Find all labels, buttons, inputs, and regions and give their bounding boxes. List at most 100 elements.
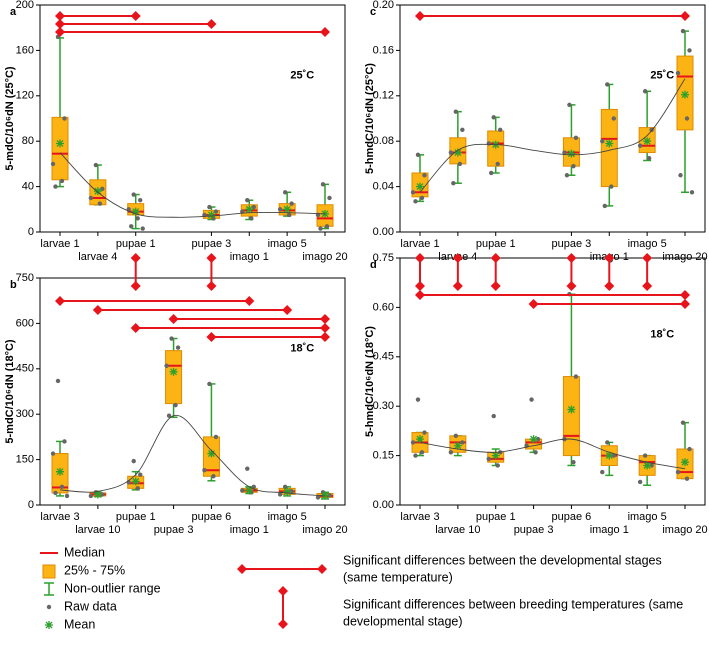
raw-point [642,453,648,458]
raw-point [324,224,330,229]
raw-point [169,336,174,341]
raw-point [491,115,496,120]
x-tick-label: larvae 3 [40,511,79,523]
raw-point [448,450,454,455]
raw-point [684,476,690,481]
x-tick-label: imago 5 [628,511,667,523]
raw-point [567,102,572,108]
y-tick-label: 0.20 [373,0,394,11]
x-tick-label: larvae 1 [400,238,439,250]
panel-letter: b [10,279,17,291]
raw-point [680,420,686,425]
temperature-arrow-end [642,253,653,263]
significance-end [244,296,255,306]
legend-mean-icon [45,621,53,629]
y-axis-label: 5-mdC/10⁶dN (18°C) [4,339,16,444]
raw-point [249,216,254,221]
raw-point [600,469,605,475]
y-tick-label: 80 [22,135,34,147]
raw-point [486,141,491,146]
y-tick-label: 600 [16,317,34,329]
raw-point [240,488,245,493]
raw-point [419,195,425,201]
raw-point [213,434,219,440]
legend-stage-text: (same temperature) [343,570,453,584]
significance-end [415,290,425,300]
legend-stage-text: Significant differences between the deve… [343,553,662,567]
x-tick-label: pupae 1 [116,511,156,523]
significance-end [55,19,65,29]
raw-point [448,150,454,155]
raw-point [100,186,105,192]
raw-point [422,173,427,178]
raw-point [131,458,136,464]
raw-point [410,190,416,195]
significance-end [130,11,141,21]
significance-end [282,305,293,315]
raw-point [637,143,643,148]
raw-point [245,198,250,203]
legend-label: 25% - 75% [64,563,125,577]
raw-point [687,48,692,53]
raw-point [642,89,648,94]
raw-point [680,28,686,34]
x-tick-label: imago 1 [230,251,269,263]
y-tick-label: 0.75 [373,252,394,264]
raw-point [129,224,134,229]
box [51,116,69,181]
raw-point [453,109,459,114]
x-tick-label: pupae 3 [154,524,194,536]
mean [56,139,64,148]
trend-line [59,152,326,218]
significance-end [680,299,690,309]
raw-point [415,397,421,402]
raw-point [138,198,143,203]
y-tick-label: 0.04 [373,181,394,193]
y-tick-label: 0.00 [373,226,394,238]
raw-point [451,180,456,186]
raw-point [529,397,534,402]
legend-label: Non-outlier range [64,581,161,595]
temperature-arrow-end [452,253,463,263]
mean [416,182,424,191]
raw-point [62,116,67,121]
x-tick-label: larvae 10 [75,524,120,536]
raw-point [457,161,463,167]
mean [245,205,254,214]
raw-point [415,152,421,158]
significance-end [92,305,103,315]
significance-end [415,11,425,21]
mean [416,435,424,444]
significance-end [55,296,65,306]
y-tick-label: 0.15 [373,450,394,462]
raw-point [64,493,70,499]
x-tick-label: pupae 3 [192,238,232,250]
plot-frame [39,4,346,233]
raw-point [245,466,250,471]
raw-point [202,467,207,473]
mean [529,435,538,444]
raw-point [649,463,654,468]
mean [643,461,652,470]
raw-point [646,156,652,161]
raw-point [55,378,61,384]
y-tick-label: 120 [16,90,34,102]
raw-point [684,116,690,121]
legend-box-icon [42,564,56,579]
raw-point [571,163,576,169]
raw-point [175,345,181,350]
x-tick-label: imago 20 [662,524,707,536]
raw-point [173,402,178,408]
y-tick-label: 200 [16,0,34,11]
raw-point [495,161,500,167]
x-tick-label: imago 1 [590,524,629,536]
temperature-arrow-end [130,281,141,291]
mean [567,149,576,158]
significance-end [680,290,690,300]
x-tick-label: imago 20 [302,251,347,263]
raw-point [422,430,427,435]
raw-point [533,450,538,455]
raw-point [320,182,326,187]
raw-point [675,70,681,76]
y-tick-label: 0 [28,226,34,238]
